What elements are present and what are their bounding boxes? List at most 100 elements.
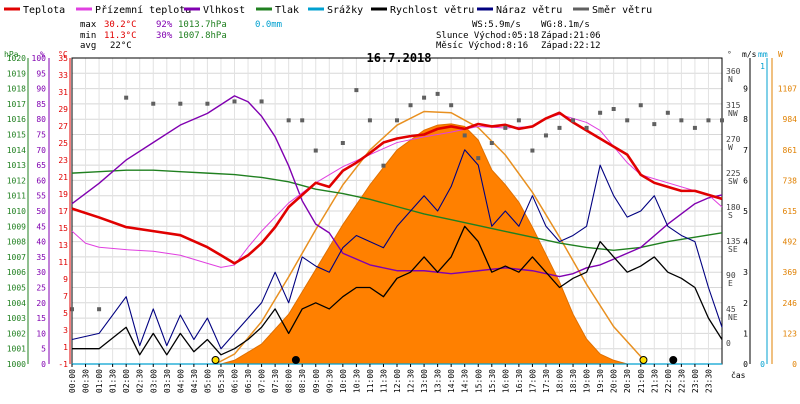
solar-tick-label: 246 [783, 299, 798, 308]
sunset-marker [639, 356, 648, 364]
temperature-tick-label: 3 [63, 326, 68, 335]
wind-direction-point [313, 148, 318, 153]
wind-direction-point [516, 118, 521, 123]
series-line-rychlost-vetru [72, 225, 723, 356]
legend-label: Vlhkost [203, 5, 245, 16]
x-tick-label: 12:30 [407, 369, 416, 393]
direction-deg-label: 270 [726, 135, 741, 144]
wind-direction-point [598, 110, 603, 115]
series-line-naraz-vetru [71, 149, 723, 350]
x-tick-label: 20:00 [610, 369, 619, 393]
wind-direction-point [665, 110, 670, 115]
temperature-tick-label: 21 [58, 173, 68, 182]
pressure-tick-label: 1012 [7, 176, 26, 185]
x-tick-label: 05:00 [203, 369, 212, 393]
x-tick-label: 11:30 [379, 369, 388, 393]
direction-deg-label: 0 [726, 339, 731, 348]
direction-dir-label: NE [728, 313, 738, 322]
temperature-tick-label: -1 [58, 360, 68, 369]
solar-layer [215, 110, 645, 365]
legend-item-srazky: Srážky [308, 4, 363, 16]
wind-direction-point [720, 118, 724, 123]
x-tick-label: 14:30 [461, 369, 470, 393]
pressure-tick-label: 1017 [7, 100, 26, 109]
wind-direction-point [557, 125, 562, 130]
solar-tick-label: 492 [783, 238, 798, 247]
series-line-teplota [71, 111, 723, 265]
stats-min-hum: 30% [156, 31, 173, 41]
wind-tick-label: 1 [743, 329, 748, 338]
wind-tick-label: 4 [743, 238, 748, 247]
humidity-tick-label: 60 [36, 176, 46, 185]
wind-tick-label: 6 [743, 176, 748, 185]
temperature-tick-label: 11 [58, 258, 68, 267]
legend-label: Rychlost větru [390, 4, 474, 16]
x-tick-label: 17:00 [528, 369, 537, 393]
x-tick-label: 08:30 [298, 369, 307, 393]
x-tick-label: 05:30 [217, 369, 226, 393]
x-tick-label: 03:30 [163, 369, 172, 393]
humidity-tick-label: 85 [36, 100, 46, 109]
temperature-tick-label: 5 [63, 309, 68, 318]
x-tick-label: 20:30 [623, 369, 632, 393]
pressure-tick-label: 1007 [7, 253, 26, 262]
humidity-tick-label: 70 [36, 146, 46, 155]
solar-tick-label: 738 [783, 176, 798, 185]
legend-item-naraz-vetru: Náraz větru [477, 4, 562, 16]
sunrise-info: Slunce Východ:05:18 [436, 31, 539, 41]
humidity-tick-label: 0 [41, 360, 46, 369]
temperature-tick-label: 23 [58, 156, 68, 165]
unit-w: W [778, 50, 783, 59]
axes-layer: 1000100110021003100410051006100710081009… [7, 54, 797, 393]
unit-headers: hPa % °C ° m/s mm W čas [4, 50, 783, 380]
solar-tick-label: 123 [783, 329, 798, 338]
wind-tick-label: 2 [743, 299, 748, 308]
humidity-tick-label: 65 [36, 161, 46, 170]
wind-direction-point [435, 91, 440, 96]
temperature-tick-label: 7 [63, 292, 68, 301]
pressure-tick-label: 1003 [7, 314, 26, 323]
wind-direction-point [706, 118, 711, 123]
wind-direction-point [571, 118, 576, 123]
wind-direction-point [124, 95, 129, 100]
wind-direction-point [232, 99, 237, 104]
wind-tick-label: 5 [743, 207, 748, 216]
solar-tick-label: 984 [783, 115, 798, 124]
series-line-vlhkost [71, 95, 723, 278]
x-tick-label: 12:00 [393, 369, 402, 393]
pressure-tick-label: 1011 [7, 192, 26, 201]
wind-direction-point [408, 103, 413, 108]
unit-cas: čas [731, 370, 746, 380]
pressure-tick-label: 1006 [7, 268, 26, 277]
wind-speed-summary: WS:5.9m/s [472, 20, 521, 30]
legend-label: Srážky [327, 4, 363, 16]
temperature-tick-label: 27 [58, 122, 68, 131]
series-line-tlak [71, 169, 723, 252]
x-tick-label: 16:00 [501, 369, 510, 393]
wind-direction-point [503, 125, 508, 130]
humidity-tick-label: 40 [36, 238, 46, 247]
legend-item-rychlost-vetru: Rychlost větru [371, 4, 474, 16]
unit-deg: ° [727, 50, 732, 59]
wind-tick-label: 9 [743, 85, 748, 94]
temperature-tick-label: 9 [63, 275, 68, 284]
solar-radiation-area [220, 123, 628, 365]
x-tick-label: 18:00 [556, 369, 565, 393]
unit-hpa: hPa [4, 50, 19, 59]
stats-max-rain: 0.0mm [255, 20, 282, 30]
temperature-tick-label: 19 [58, 190, 68, 199]
wind-direction-point [489, 141, 494, 145]
stats-max-hum: 92% [156, 20, 173, 30]
x-tick-label: 11:00 [366, 369, 375, 393]
humidity-tick-label: 45 [36, 222, 46, 231]
stats-block: max 30.2°C 92% 1013.7hPa 0.0mm min 11.3°… [80, 20, 282, 51]
wind-tick-label: 7 [743, 146, 748, 155]
x-tick-label: 22:30 [677, 369, 686, 393]
legend-item-prizemni-teplota: Přízemní teplota [76, 4, 191, 16]
x-tick-label: 04:30 [190, 369, 199, 393]
pressure-tick-label: 1004 [7, 299, 26, 308]
direction-deg-label: 225 [726, 169, 741, 178]
x-tick-label: 19:30 [596, 369, 605, 393]
sunset-info: Západ:21:06 [541, 31, 601, 41]
